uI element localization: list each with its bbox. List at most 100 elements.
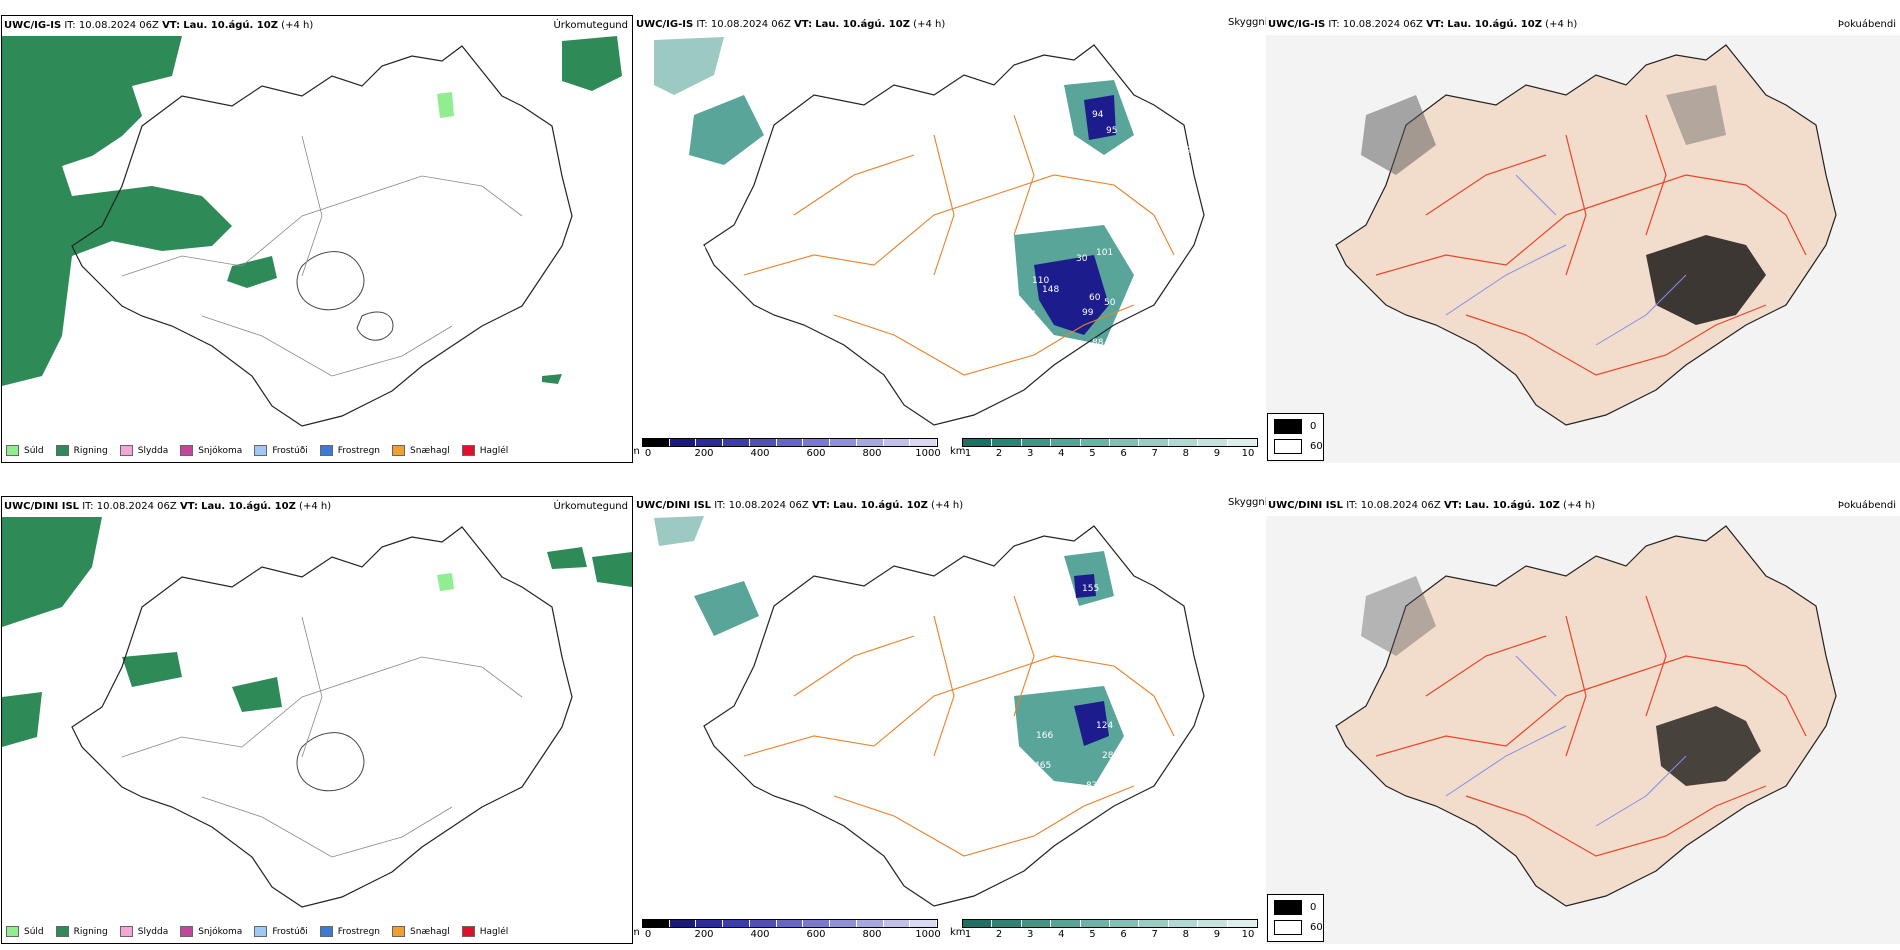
colorbar-cell bbox=[1168, 920, 1199, 927]
colorbar-tick: 10 bbox=[1241, 448, 1255, 459]
colorbar-tick: 9 bbox=[1213, 448, 1221, 459]
rivers bbox=[1445, 655, 1687, 827]
drizzle-area bbox=[437, 92, 454, 118]
ceiling-label: 11 bbox=[696, 246, 707, 256]
vis-area bbox=[654, 37, 724, 95]
colorbar-cell bbox=[1198, 439, 1228, 446]
colorbar-tick: 9 bbox=[1213, 929, 1221, 940]
ceiling-label: 89 bbox=[1180, 146, 1192, 156]
fog-key-row: 0 bbox=[1274, 419, 1323, 434]
colorbar-cell bbox=[669, 439, 697, 446]
ceiling-label: 83 bbox=[1086, 781, 1097, 791]
colorbar-cell bbox=[1139, 439, 1169, 446]
ceiling-area bbox=[1074, 574, 1096, 598]
colorbar-tick: 1000 bbox=[915, 929, 941, 940]
colorbar-cell bbox=[696, 920, 724, 927]
colorbar-tick: 4 bbox=[1058, 929, 1065, 940]
ceiling-label: 110 bbox=[1032, 276, 1049, 286]
drizzle-area bbox=[437, 573, 454, 591]
legend-swatch bbox=[392, 926, 406, 937]
legend-swatch bbox=[55, 926, 69, 937]
legend-item: Frostregn bbox=[319, 926, 381, 937]
colorbar-tick: 200 bbox=[694, 448, 714, 459]
ceiling-label: 101 bbox=[862, 226, 879, 236]
legend-swatch bbox=[55, 445, 69, 456]
iceland-outline bbox=[703, 44, 1205, 426]
colorbar-cell bbox=[1198, 920, 1228, 927]
rain-area bbox=[547, 547, 587, 569]
legend-label: Slydda bbox=[137, 445, 169, 456]
colorbar-strip bbox=[962, 438, 1258, 447]
ceiling-label: 88 bbox=[1092, 338, 1104, 348]
ceiling-label: 60 bbox=[1089, 293, 1101, 303]
vis-area bbox=[694, 581, 759, 636]
rain-area bbox=[562, 36, 622, 91]
rain-area bbox=[2, 517, 102, 627]
fog-key-label: 0 bbox=[1310, 902, 1317, 913]
fog-key-1: 0 60 bbox=[1267, 413, 1324, 461]
fog-key-label: 0 bbox=[1310, 421, 1317, 432]
fog-key-2: 0 60 bbox=[1267, 894, 1324, 942]
fog-key-label: 60 bbox=[1310, 441, 1323, 452]
legend-label: Snjókoma bbox=[198, 926, 243, 937]
colorbar-cell bbox=[643, 920, 670, 927]
precip-panel-1: UWC/IG-IS IT: 10.08.2024 06Z VT: Lau. 10… bbox=[1, 15, 633, 463]
fog-key-swatch bbox=[1274, 920, 1302, 935]
colorbar-tick: 6 bbox=[1120, 448, 1127, 459]
colorbar-tick: 200 bbox=[694, 929, 714, 940]
precip-title-1: Úrkomutegund bbox=[553, 20, 628, 31]
legend-item: Súld bbox=[6, 926, 44, 937]
colorbar-cell bbox=[963, 920, 993, 927]
rivers bbox=[1445, 174, 1687, 346]
legend-swatch bbox=[254, 926, 268, 937]
colorbar-strip bbox=[642, 919, 938, 928]
legend-label: Frostregn bbox=[337, 926, 381, 937]
rain-area bbox=[122, 652, 182, 687]
legend-swatch bbox=[180, 445, 194, 456]
colorbar-tick: 10 bbox=[1241, 929, 1255, 940]
glacier bbox=[356, 311, 394, 341]
ceiling-label: 50 bbox=[1104, 298, 1116, 308]
colorbar-tick: 1 bbox=[964, 929, 972, 940]
legend-item: Rigning bbox=[55, 445, 108, 456]
colorbar-cell bbox=[883, 439, 911, 446]
visibility-colorbar-1: km 1 2 3 4 5 6 7 8 9 10 bbox=[950, 438, 1258, 460]
ceiling-label: 122 bbox=[1154, 263, 1171, 273]
legend-swatch bbox=[254, 445, 268, 456]
colorbar-cell bbox=[1227, 439, 1258, 446]
legend-swatch bbox=[461, 926, 475, 937]
ceiling-label: 30 bbox=[1076, 254, 1088, 264]
rain-area bbox=[592, 552, 632, 587]
colorbar-strip bbox=[962, 919, 1258, 928]
visibility-header-1: UWC/IG-IS IT: 10.08.2024 06Z VT: Lau. 10… bbox=[636, 19, 946, 30]
ceiling-label: 148 bbox=[1042, 285, 1059, 295]
colorbar-tick: 600 bbox=[806, 448, 826, 459]
ceiling-label: 166 bbox=[1036, 731, 1053, 741]
ceiling-colorbar-1: m 0 200 400 600 800 1000 bbox=[634, 438, 941, 460]
colorbar-cell bbox=[803, 439, 831, 446]
iceland-outline bbox=[71, 526, 573, 908]
visibility-colorbar-2: km 1 2 3 4 5 6 7 8 9 10 bbox=[950, 919, 1258, 941]
ceiling-label: 77 bbox=[1024, 310, 1035, 320]
colorbar-tick: 400 bbox=[750, 929, 770, 940]
legend-item: Rigning bbox=[55, 926, 108, 937]
iceland-outline bbox=[703, 525, 1205, 907]
ceiling-area bbox=[1074, 701, 1109, 746]
glacier bbox=[296, 732, 365, 792]
fog-title-2: Þokuábendi bbox=[1837, 500, 1896, 511]
ceiling-area bbox=[1034, 255, 1109, 335]
colorbar-unit: km bbox=[950, 927, 966, 938]
legend-label: Rigning bbox=[73, 445, 108, 456]
legend-label: Snæhagl bbox=[410, 445, 450, 456]
colorbar-tick: 800 bbox=[862, 929, 882, 940]
ceiling-label: 94 bbox=[1092, 110, 1104, 120]
colorbar-cell bbox=[749, 439, 777, 446]
colorbar-tick: 4 bbox=[1058, 448, 1065, 459]
rain-area bbox=[232, 677, 282, 712]
colorbar-tick: 3 bbox=[1027, 929, 1034, 940]
precip-map-2 bbox=[2, 517, 632, 908]
fog-key-label: 60 bbox=[1310, 922, 1323, 933]
fog-area bbox=[1361, 95, 1436, 175]
